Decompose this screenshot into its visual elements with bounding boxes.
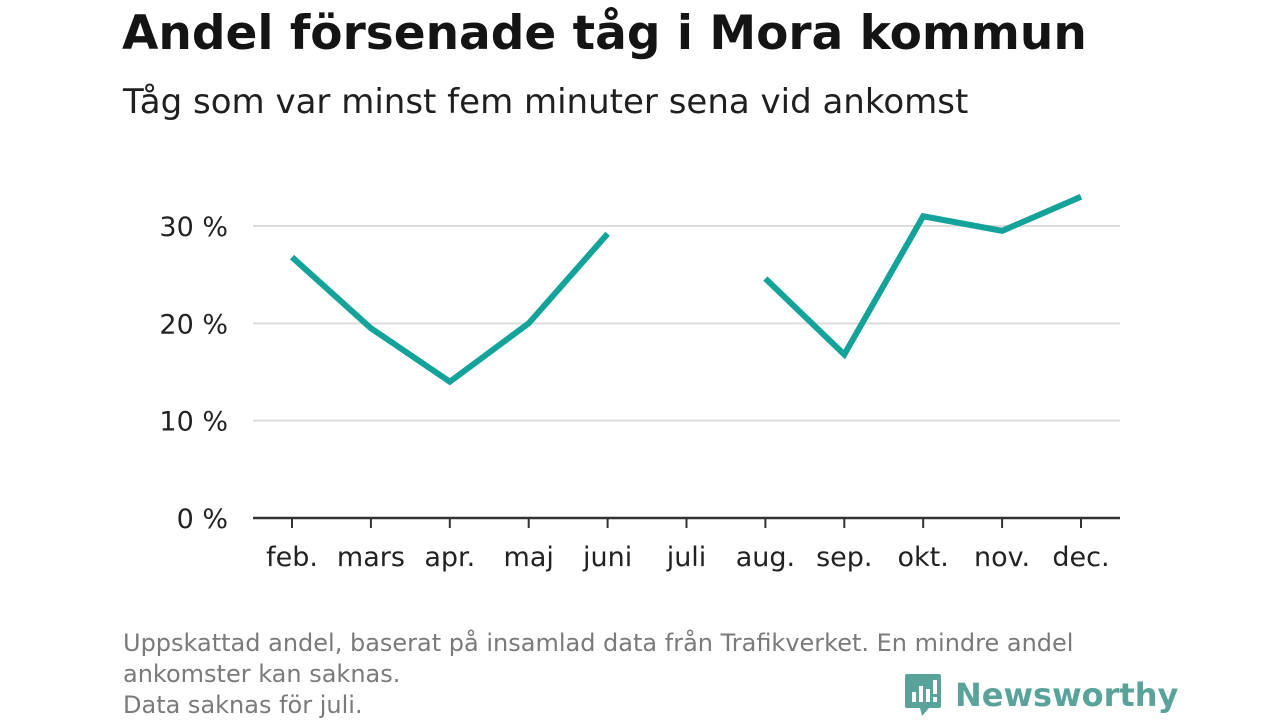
grid-lines [253,225,1120,422]
y-tick-label: 20 % [159,309,228,340]
x-tick-label: feb. [266,542,318,573]
footnote-line-1: Uppskattad andel, baserat på insamlad da… [123,629,1074,657]
x-axis: feb. mars apr. maj juni juli aug. sep. okt. nov. d… [253,516,1120,573]
y-axis-ticks: 0 % 10 % 20 % 30 % [159,212,228,535]
footnote: Uppskattad andel, baserat på insamlad da… [123,628,1153,721]
brand-name: Newsworthy [955,676,1179,714]
x-tick-label: nov. [974,542,1030,573]
newsworthy-logo-icon [905,674,941,716]
x-tick-label: juli [666,542,707,573]
line-chart: 0 % 10 % 20 % 30 % feb. mars apr. maj juni juli a… [159,194,1120,573]
x-tick-label: juni [582,542,632,573]
series-line-segment [763,194,1083,360]
series-line-segment [289,231,610,386]
x-tick-label: aug. [736,542,795,573]
chart-subtitle: Tåg som var minst fem minuter sena vid a… [123,82,969,122]
x-tick-label: sep. [816,542,872,573]
chart-title: Andel försenade tåg i Mora kommun [122,6,1087,61]
brand: Newsworthy [903,672,1178,718]
footnote-line-3: Data saknas för juli. [123,691,363,719]
y-tick-label: 10 % [159,407,228,438]
x-tick-label: dec. [1052,542,1109,573]
y-tick-label: 0 % [177,504,228,535]
y-tick-label: 30 % [159,212,228,243]
x-tick-label: mars [337,542,405,573]
series-lines [289,194,1083,386]
footnote-line-2: ankomster kan saknas. [123,660,401,688]
x-tick-label: okt. [898,542,949,573]
x-tick-label: maj [504,542,554,573]
x-tick-label: apr. [424,542,475,573]
